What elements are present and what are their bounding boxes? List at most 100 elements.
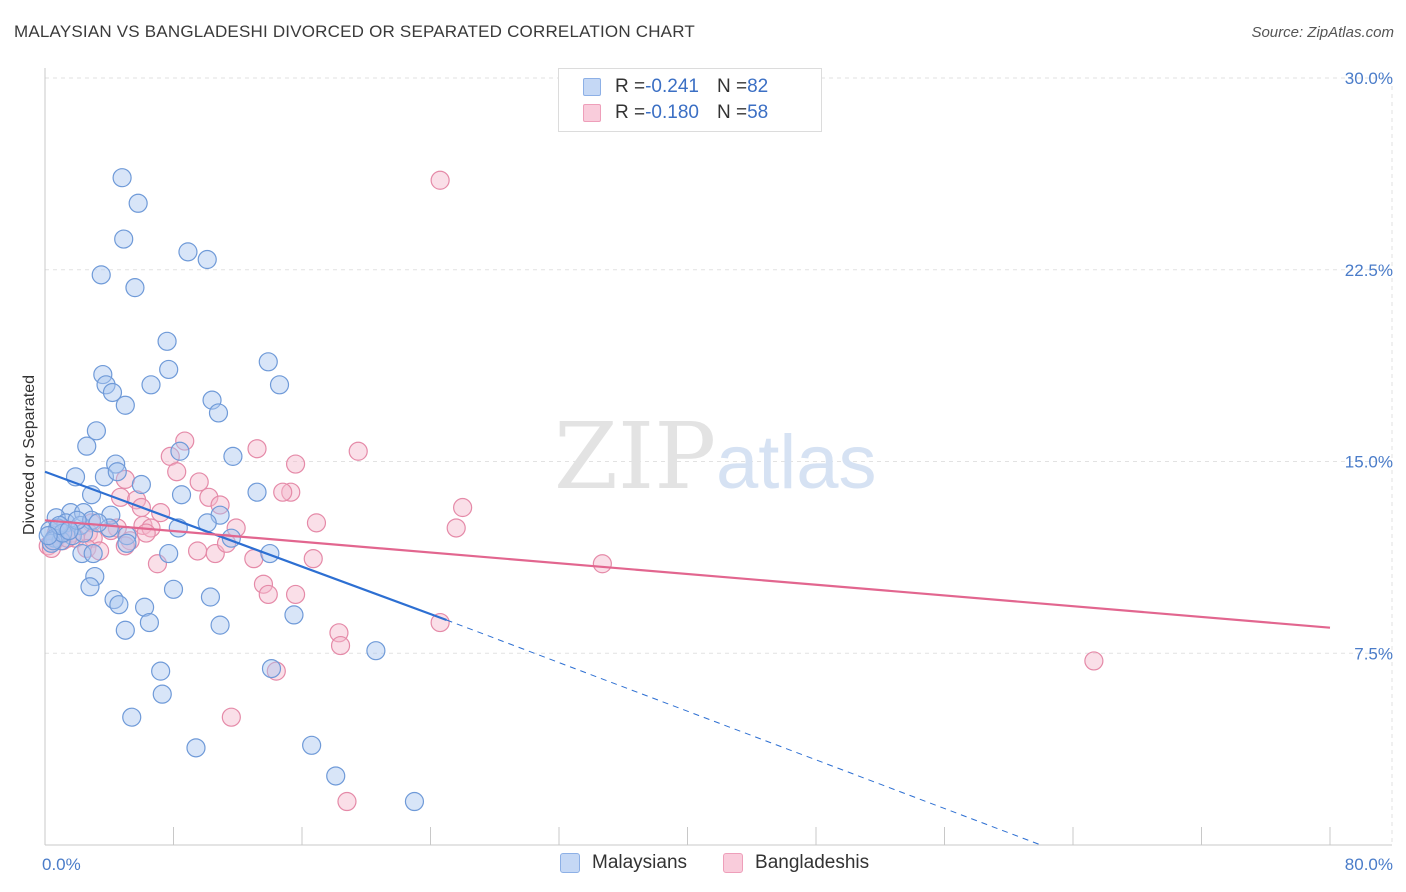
malaysian-point (247, 482, 267, 502)
bangladeshi-point (1084, 651, 1104, 671)
bangladeshi-trend-line (44, 519, 1331, 629)
malaysian-point (269, 375, 290, 395)
bangladeshi-point (221, 707, 241, 727)
legend-r-value: -0.180 (645, 102, 699, 123)
malaysian-point (139, 612, 160, 633)
malaysian-point (171, 485, 192, 505)
bangladeshi-point (273, 482, 293, 502)
bangladeshi-point (430, 170, 450, 190)
bangladeshi-point (281, 482, 301, 502)
malaysian-point (258, 352, 278, 372)
malaysian-point (302, 735, 322, 755)
bangladeshi-point (258, 584, 278, 605)
watermark-zip: ZIP (554, 403, 716, 510)
malaysian-point (106, 454, 126, 474)
bangladeshi-point (199, 487, 219, 507)
watermark-atlas: atlas (716, 420, 877, 505)
legend-n-value: 58 (747, 102, 769, 123)
legend-r-value: -0.241 (645, 76, 699, 97)
watermark: ZIP atlas (554, 403, 877, 510)
tick-labels: 7.5% 15.0% 22.5% 30.0% 0.0% 80.0% (42, 69, 1393, 874)
malaysian-point (107, 462, 127, 482)
x-tick-label: 80.0% (1345, 855, 1393, 874)
axes (44, 68, 1392, 846)
malaysian-point (404, 791, 425, 812)
series-label-malaysians: Malaysians (592, 852, 688, 873)
y-tick-label: 30.0% (1345, 69, 1393, 88)
legend-n-value: 82 (747, 76, 769, 97)
malaysian-point (157, 331, 177, 351)
bangladeshi-point (253, 574, 274, 594)
legend-row-malaysians: R = -0.241 N = 82 (583, 74, 768, 100)
malaysian-point (80, 577, 100, 597)
series-swatch-bangladeshis (723, 853, 744, 873)
trend-lines (44, 470, 1331, 846)
malaysian-point (197, 249, 217, 270)
malaysian-point (114, 229, 134, 249)
malaysian-point (38, 526, 58, 546)
legend-n-label: N = (716, 102, 748, 123)
malaysian-point (99, 518, 119, 538)
malaysian-point (115, 395, 135, 415)
malaysian-point (91, 265, 111, 285)
malaysian-point (151, 661, 171, 681)
bangladeshi-point (592, 554, 612, 574)
malaysian-point (131, 474, 151, 495)
bangladeshi-point (210, 495, 230, 515)
malaysian-point (122, 707, 142, 727)
malaysian-point (208, 403, 229, 423)
malaysian-point (366, 641, 386, 661)
grid-lines (45, 77, 1393, 845)
malaysian-point (86, 421, 107, 441)
bangladeshi-point (285, 584, 306, 605)
series-legend-malaysians[interactable]: Malaysians (560, 852, 687, 874)
malaysian-point (117, 533, 137, 553)
legend-n-label: N = (716, 76, 748, 97)
bangladeshi-point (337, 791, 357, 812)
malaysian-point (73, 503, 94, 523)
bangladeshi-point (348, 441, 368, 461)
y-tick-label: 15.0% (1345, 453, 1393, 472)
malaysian-point (223, 446, 243, 466)
malaysian-point (326, 766, 346, 786)
malaysian-point (88, 513, 108, 533)
bangladeshi-point (187, 541, 208, 561)
bangladeshi-point (136, 523, 156, 543)
bangladeshi-point (453, 497, 473, 518)
malaysian-point (128, 193, 148, 213)
malaysian-point (159, 543, 179, 564)
malaysian-point (178, 242, 198, 262)
malaysian-point (134, 597, 155, 617)
malaysian-point (67, 510, 87, 530)
series-legend: Malaysians Bangladeshis (560, 852, 905, 874)
malaysian-point (112, 168, 132, 188)
correlation-legend: R = -0.241 N = 82 R = -0.180 N = 58 (558, 68, 822, 132)
bangladeshi-point (247, 439, 267, 459)
legend-swatch-bangladeshis (583, 104, 601, 122)
legend-r-label: R = (615, 102, 646, 123)
bangladeshi-point (306, 513, 327, 533)
malaysian-point (284, 605, 304, 625)
malaysian-point (163, 579, 184, 599)
malaysian-point (200, 587, 221, 607)
malaysian-point (83, 543, 103, 564)
malaysian-point (85, 566, 105, 587)
series-legend-bangladeshis[interactable]: Bangladeshis (723, 852, 869, 874)
series-swatch-malaysians (560, 853, 580, 873)
bangladeshi-point (244, 549, 264, 569)
malaysian-point (159, 359, 179, 380)
bangladeshi-point (446, 518, 466, 538)
malaysian-point (260, 543, 280, 564)
malaysian-point (170, 441, 190, 461)
malaysian-trend-extension (446, 619, 1042, 846)
malaysian-point (72, 543, 92, 564)
legend-swatch-malaysians (583, 78, 601, 96)
series-label-bangladeshis: Bangladeshis (755, 852, 870, 873)
malaysian-point (115, 620, 135, 640)
malaysian-point (141, 375, 161, 395)
y-tick-label: 7.5% (1354, 644, 1393, 663)
malaysian-point (102, 382, 123, 403)
malaysian-point (77, 436, 97, 456)
malaysian-point (94, 467, 115, 487)
